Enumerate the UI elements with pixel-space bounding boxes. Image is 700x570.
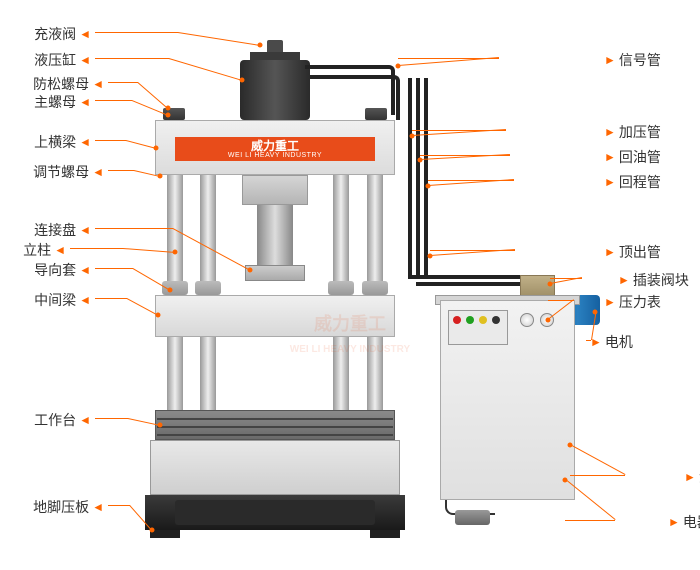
label-text: 立柱 bbox=[23, 240, 51, 260]
label-text: 回程管 bbox=[619, 172, 661, 192]
guide-sleeve bbox=[195, 281, 221, 295]
base-slot bbox=[175, 500, 375, 525]
guide-sleeve bbox=[362, 281, 388, 295]
arrow-icon: ► bbox=[604, 295, 616, 309]
main-nut-right bbox=[365, 108, 387, 120]
button-black bbox=[492, 316, 500, 324]
arrow-icon: ► bbox=[604, 150, 616, 164]
button-red bbox=[453, 316, 461, 324]
arrow-icon: ◄ bbox=[79, 53, 91, 67]
callout-label: ►顶出管 bbox=[604, 242, 661, 262]
ram-rod bbox=[257, 205, 293, 265]
callout-label: 工作台◄ bbox=[34, 410, 91, 430]
arrow-icon: ◄ bbox=[54, 243, 66, 257]
middle-beam bbox=[155, 295, 395, 337]
arrow-icon: ◄ bbox=[79, 413, 91, 427]
arrow-icon: ◄ bbox=[79, 293, 91, 307]
adjust-nut bbox=[242, 175, 308, 205]
anchor-pad bbox=[370, 530, 400, 538]
callout-label: 液压缸◄ bbox=[34, 50, 91, 70]
callout-label: 地脚压板◄ bbox=[33, 497, 104, 517]
label-text: 插装阀块 bbox=[633, 270, 689, 290]
label-text: 地脚压板 bbox=[33, 497, 89, 517]
connection-disc bbox=[245, 265, 305, 281]
foot-pedal bbox=[455, 510, 490, 525]
arrow-icon: ◄ bbox=[79, 223, 91, 237]
callout-label: 调节螺母◄ bbox=[33, 162, 104, 182]
label-text: 导向套 bbox=[34, 260, 76, 280]
label-text: 工作台 bbox=[34, 410, 76, 430]
label-text: 电器柜 bbox=[683, 512, 700, 532]
brand-en: WEI LI HEAVY INDUSTRY bbox=[228, 152, 322, 159]
label-text: 主螺母 bbox=[34, 92, 76, 112]
callout-label: ►回程管 bbox=[604, 172, 661, 192]
callout-label: ►插装阀块 bbox=[618, 270, 689, 290]
label-text: 压力表 bbox=[619, 292, 661, 312]
pipe-h bbox=[416, 282, 526, 286]
arrow-icon: ► bbox=[604, 125, 616, 139]
label-text: 信号管 bbox=[619, 50, 661, 70]
callout-label: 连接盘◄ bbox=[34, 220, 91, 240]
brand-plate: 威力重工 WEI LI HEAVY INDUSTRY bbox=[175, 137, 375, 161]
guide-sleeve bbox=[328, 281, 354, 295]
hydraulic-press: 威力重工 WEI LI HEAVY INDUSTRY bbox=[145, 40, 405, 540]
callout-label: 中间梁◄ bbox=[34, 290, 91, 310]
arrow-icon: ◄ bbox=[79, 263, 91, 277]
arrow-icon: ► bbox=[604, 53, 616, 67]
pressure-pipe bbox=[416, 78, 420, 278]
t-slot bbox=[157, 426, 393, 428]
label-text: 液压缸 bbox=[34, 50, 76, 70]
label-text: 中间梁 bbox=[34, 290, 76, 310]
callout-label: ►信号管 bbox=[604, 50, 661, 70]
arrow-icon: ◄ bbox=[79, 135, 91, 149]
label-text: 上横梁 bbox=[34, 132, 76, 152]
callout-label: ►电机 bbox=[590, 332, 633, 352]
arrow-icon: ► bbox=[618, 273, 630, 287]
anchor-pad bbox=[150, 530, 180, 538]
callout-label: 导向套◄ bbox=[34, 260, 91, 280]
label-text: 加压管 bbox=[619, 122, 661, 142]
callout-label: 立柱◄ bbox=[23, 240, 66, 260]
callout-label: 防松螺母◄ bbox=[33, 74, 104, 94]
label-text: 防松螺母 bbox=[33, 74, 89, 94]
callout-label: ►电器柜 bbox=[668, 512, 700, 532]
label-text: 连接盘 bbox=[34, 220, 76, 240]
diagram-canvas: 威力重工 WEI LI HEAVY INDUSTRY bbox=[0, 0, 700, 570]
label-text: 电机 bbox=[605, 332, 633, 352]
oil-return-pipe bbox=[424, 78, 428, 278]
callout-label: ►液压泵站 bbox=[684, 467, 700, 487]
arrow-icon: ◄ bbox=[92, 500, 104, 514]
label-text: 顶出管 bbox=[619, 242, 661, 262]
label-text: 调节螺母 bbox=[33, 162, 89, 182]
label-text: 充液阀 bbox=[34, 24, 76, 44]
t-slot bbox=[157, 418, 393, 420]
return-pipe bbox=[408, 78, 412, 278]
callout-label: 充液阀◄ bbox=[34, 24, 91, 44]
brand-cn: 威力重工 bbox=[251, 140, 299, 152]
arrow-icon: ► bbox=[604, 175, 616, 189]
button-green bbox=[466, 316, 474, 324]
callout-label: ►加压管 bbox=[604, 122, 661, 142]
label-text: 回油管 bbox=[619, 147, 661, 167]
t-slot bbox=[157, 434, 393, 436]
pressure-gauge bbox=[520, 313, 534, 327]
arrow-icon: ► bbox=[684, 470, 696, 484]
pipe-h bbox=[408, 275, 523, 279]
callout-label: 主螺母◄ bbox=[34, 92, 91, 112]
callout-label: ►回油管 bbox=[604, 147, 661, 167]
arrow-icon: ► bbox=[668, 515, 680, 529]
callout-label: 上横梁◄ bbox=[34, 132, 91, 152]
arrow-icon: ► bbox=[604, 245, 616, 259]
arrow-icon: ◄ bbox=[79, 27, 91, 41]
arrow-icon: ◄ bbox=[79, 95, 91, 109]
callout-label: ►压力表 bbox=[604, 292, 661, 312]
hydraulic-cylinder bbox=[240, 60, 310, 120]
arrow-icon: ◄ bbox=[92, 165, 104, 179]
arrow-icon: ◄ bbox=[92, 77, 104, 91]
base-block bbox=[150, 440, 400, 495]
button-yellow bbox=[479, 316, 487, 324]
